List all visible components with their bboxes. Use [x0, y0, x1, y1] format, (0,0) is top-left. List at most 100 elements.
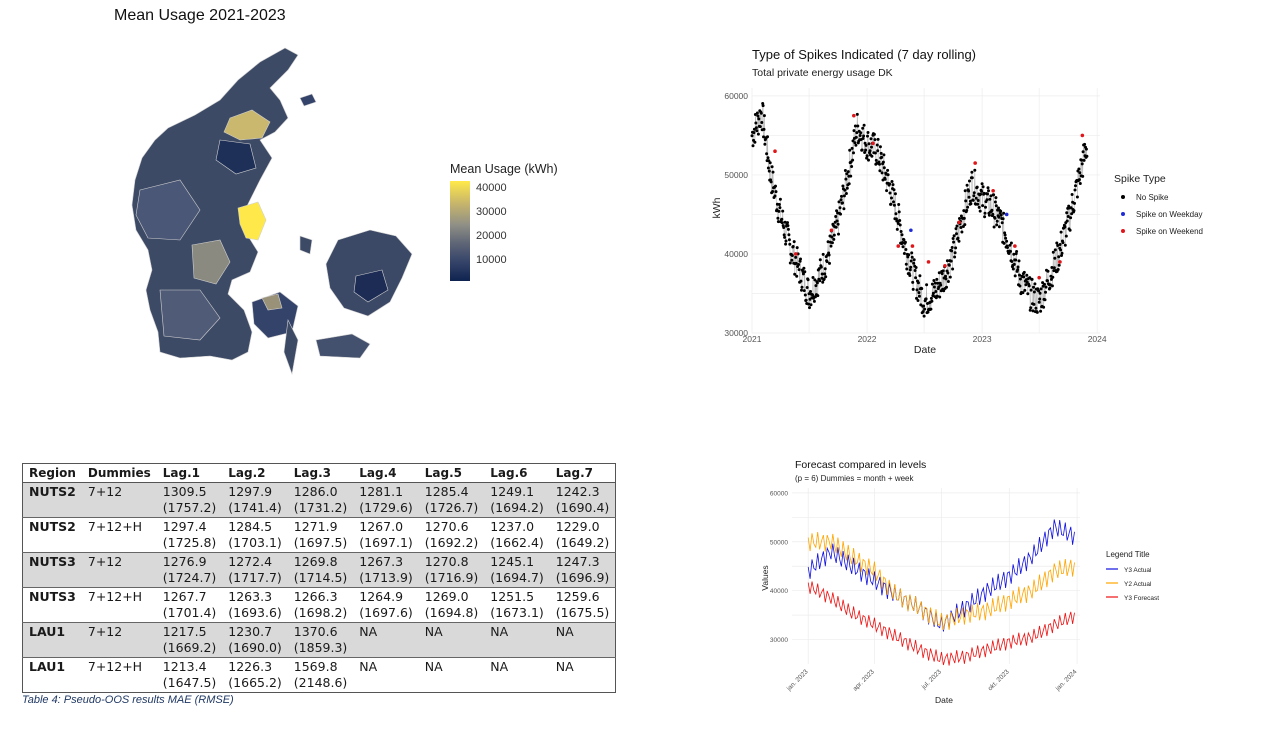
spike-point-no-spike: [1081, 174, 1085, 178]
table-cell-mae: 1270.8: [424, 554, 469, 569]
spike-point-no-spike: [915, 288, 919, 292]
spike-point-weekend: [926, 260, 931, 264]
table-cell-rmse: (1673.1): [490, 605, 544, 620]
table-cell-rmse: (1697.1): [359, 535, 413, 550]
spike-point-no-spike: [870, 154, 874, 158]
spike-point-no-spike: [811, 276, 815, 279]
table-cell-mae: 1226.3: [228, 659, 273, 674]
table-cell-rmse: (1697.5): [293, 535, 348, 550]
spike-point-no-spike: [750, 134, 754, 138]
spike-point-no-spike: [892, 200, 895, 204]
spike-point-no-spike: [930, 282, 934, 286]
table-cell-mae: 1213.4: [162, 659, 207, 674]
spike-point-no-spike: [775, 208, 779, 212]
spike-point-no-spike: [839, 212, 842, 216]
spike-point-no-spike: [1006, 246, 1009, 249]
table-cell-lag: 1267.0 (1697.1): [353, 517, 419, 553]
spike-point-no-spike: [795, 274, 799, 278]
spike-point-no-spike: [805, 286, 809, 289]
spike-point-no-spike: [954, 227, 958, 231]
spike-point-no-spike: [914, 276, 918, 280]
spike-point-no-spike: [1005, 239, 1009, 243]
spike-point-no-spike: [1025, 280, 1029, 284]
spike-point-no-spike: [1002, 241, 1006, 245]
table-cell-lag: 1271.9 (1697.5): [287, 517, 354, 553]
spike-point-no-spike: [827, 253, 831, 257]
spike-point-no-spike: [813, 295, 817, 299]
table-cell-mae: 1309.5: [162, 484, 207, 499]
spike-point-no-spike: [756, 132, 760, 136]
table-cell-rmse: (1690.0): [228, 640, 282, 655]
spike-point-no-spike: [821, 280, 825, 284]
table-cell-rmse: (1694.2): [490, 500, 544, 515]
table-cell-rmse: [490, 675, 544, 691]
spike-point-no-spike: [900, 233, 904, 237]
spike-point-no-spike: [850, 165, 854, 168]
spike-xtick-label: 2021: [743, 334, 762, 344]
spike-point-no-spike: [790, 258, 794, 262]
spike-point-no-spike: [794, 255, 798, 259]
spike-point-no-spike: [931, 291, 935, 295]
spike-point-no-spike: [909, 259, 913, 263]
spike-point-no-spike: [957, 239, 961, 243]
spike-point-no-spike: [1014, 258, 1018, 262]
table-header: Lag.2: [222, 463, 288, 483]
spike-chart: Type of Spikes Indicated (7 day rolling)…: [711, 47, 1203, 356]
spike-point-no-spike: [968, 179, 971, 183]
table-cell-lag: 1569.8 (2148.6): [287, 657, 354, 693]
spike-point-no-spike: [784, 242, 788, 246]
table-cell-rmse: (1662.4): [490, 535, 544, 550]
spike-point-no-spike: [802, 266, 806, 270]
spike-point-no-spike: [795, 246, 799, 250]
table-cell-rmse: (1697.6): [359, 605, 413, 620]
table-row: NUTS3 7+12+H 1267.7 (1701.4) 1263.3 (1693.6) 1…: [22, 587, 616, 623]
spike-point-no-spike: [865, 154, 869, 158]
table-cell-lag: 1284.5 (1703.1): [222, 517, 288, 553]
table-row: NUTS2 7+12+H 1297.4 (1725.8) 1284.5 (1703.1) 1…: [22, 517, 616, 553]
spike-point-no-spike: [1023, 288, 1027, 292]
spike-point-no-spike: [1043, 282, 1046, 286]
table-cell-mae: 1259.6: [555, 589, 600, 604]
spike-point-no-spike: [993, 216, 997, 220]
spike-point-no-spike: [949, 259, 953, 263]
spike-point-no-spike: [895, 227, 899, 231]
spike-point-no-spike: [1066, 215, 1070, 218]
spike-point-no-spike: [886, 173, 890, 177]
table-cell-rmse: (1731.2): [293, 500, 348, 515]
spike-point-no-spike: [1032, 290, 1036, 294]
spike-point-no-spike: [893, 192, 897, 196]
spike-point-no-spike: [862, 123, 866, 127]
spike-legend-title: Spike Type: [1114, 173, 1166, 185]
spike-point-no-spike: [1029, 306, 1033, 310]
spike-point-no-spike: [1081, 150, 1085, 154]
spike-point-no-spike: [890, 196, 893, 200]
spike-point-no-spike: [1007, 252, 1011, 255]
spike-chart-subtitle: Total private energy usage DK: [752, 67, 893, 79]
spike-point-no-spike: [830, 241, 834, 245]
spike-point-no-spike: [780, 221, 784, 225]
spike-point-no-spike: [787, 233, 791, 237]
table-cell-lag: NA: [353, 622, 419, 658]
spike-point-no-spike: [973, 168, 977, 172]
spike-point-no-spike: [948, 275, 952, 279]
spike-point-no-spike: [855, 112, 859, 116]
spike-point-no-spike: [823, 272, 827, 276]
spike-point-weekend: [1058, 260, 1062, 264]
spike-point-no-spike: [863, 151, 867, 154]
spike-point-no-spike: [1078, 171, 1082, 175]
table-cell-rmse: (1703.1): [228, 535, 282, 550]
spike-point-no-spike: [985, 198, 989, 202]
spike-point-no-spike: [854, 135, 858, 139]
forecast-legend-label: Y3 Actual: [1124, 567, 1152, 574]
table-row: LAU1 7+12 1217.5 (1669.2) 1230.7 (1690.0) 1370…: [22, 622, 616, 658]
spike-point-no-spike: [858, 134, 862, 137]
spike-point-no-spike: [911, 287, 915, 291]
spike-point-no-spike: [820, 272, 824, 276]
spike-point-no-spike: [1056, 268, 1060, 271]
spike-point-no-spike: [1008, 243, 1012, 247]
table-cell-lag: 1249.1 (1694.2): [484, 482, 550, 518]
forecast-xtick-label: jan. 2024: [1054, 668, 1079, 693]
spike-point-no-spike: [1013, 274, 1017, 278]
map-legend-tick: 40000: [476, 182, 507, 194]
table-row: NUTS2 7+12 1309.5 (1757.2) 1297.9 (1741.4) 128…: [22, 482, 616, 518]
